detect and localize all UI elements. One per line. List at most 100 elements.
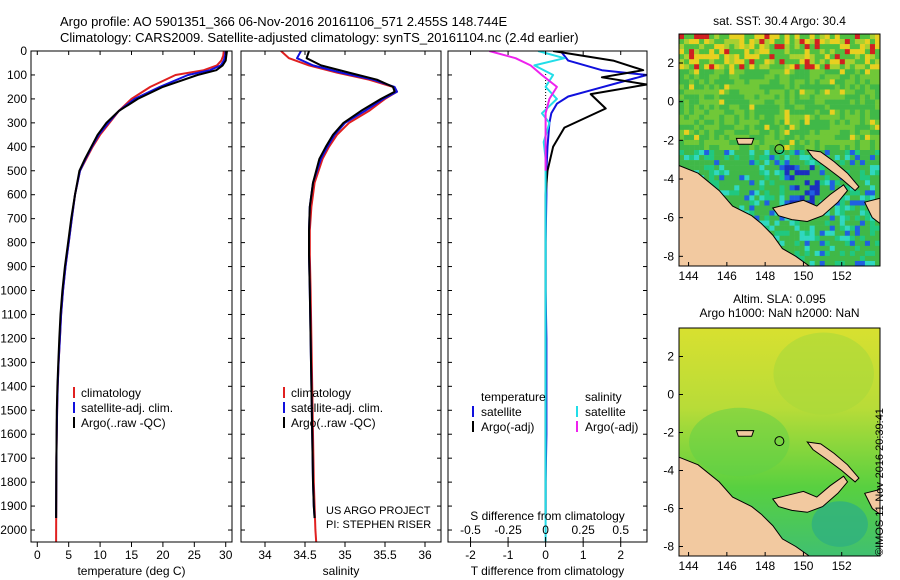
sst-cell [759, 39, 765, 45]
sst-cell [809, 44, 815, 50]
land-manus [735, 430, 755, 437]
sst-cell [774, 230, 780, 237]
sst-cell [824, 185, 831, 191]
sst-cell [804, 94, 810, 100]
sst-cell [714, 119, 720, 126]
sst-cell [829, 34, 836, 40]
sst-cell [744, 114, 750, 121]
sst-cell [844, 240, 851, 247]
sst-cell [794, 165, 800, 171]
sst-cell [859, 235, 866, 242]
sst-cell [854, 139, 861, 146]
x-tick-label: 25 [188, 548, 202, 562]
sst-cell [759, 165, 765, 171]
sst-cell [779, 74, 785, 80]
sst-cell [829, 69, 836, 75]
sst-cell [844, 205, 851, 211]
sst-cell [874, 175, 881, 181]
sst-cell [794, 180, 800, 186]
sst-cell [774, 225, 780, 231]
sst-cell [779, 180, 785, 186]
sst-cell [804, 195, 810, 201]
sst-cell [844, 210, 851, 216]
sst-cell [819, 240, 826, 247]
sst-cell [774, 220, 780, 226]
sst-cell [759, 210, 765, 216]
sst-cell [804, 54, 810, 60]
sst-cell [769, 44, 775, 50]
sst-cell [759, 195, 765, 201]
sst-cell [679, 144, 685, 151]
sst-cell [859, 139, 866, 146]
sst-cell [774, 180, 780, 186]
sst-cell [799, 49, 805, 55]
sst-cell [844, 160, 851, 166]
sst-cell [759, 160, 765, 166]
sst-cell [734, 155, 740, 161]
sst-cell [709, 144, 715, 151]
sst-cell [854, 220, 861, 226]
sst-cell [814, 134, 820, 141]
sst-cell [789, 64, 795, 70]
sst-cell [699, 144, 705, 151]
sst-cell [784, 144, 790, 151]
sst-cell [724, 180, 730, 186]
sst-cell [749, 205, 755, 211]
sst-cell [749, 200, 755, 206]
sst-cell [769, 39, 775, 45]
legend-title: temperature [481, 390, 546, 404]
sst-cell [719, 34, 725, 40]
sst-cell [864, 165, 871, 171]
sst-cell [759, 114, 765, 121]
sst-cell [744, 39, 750, 45]
sst-cell [789, 89, 795, 95]
sst-cell [824, 74, 831, 80]
sst-cell [684, 84, 690, 90]
sst-cell [804, 170, 810, 176]
sst-cell [734, 89, 740, 95]
sst-cell [764, 54, 770, 60]
sst-cell [859, 250, 866, 257]
sst-cell [829, 94, 836, 100]
sst-cell [779, 34, 785, 40]
sst-cell [734, 109, 740, 115]
sst-cell [789, 94, 795, 100]
sst-cell [754, 39, 760, 45]
sst-cell [834, 79, 841, 85]
sst-cell [684, 54, 690, 60]
series-line [544, 51, 647, 518]
sst-cell [804, 34, 810, 40]
sst-cell [849, 74, 856, 80]
sst-cell [689, 104, 695, 110]
sst-cell [834, 139, 841, 146]
sst-cell [699, 150, 705, 156]
sst-cell [799, 220, 805, 226]
sst-cell [699, 155, 705, 161]
sst-cell [844, 84, 851, 90]
sst-cell [854, 49, 861, 55]
sst-cell [839, 160, 846, 166]
sst-cell [819, 250, 826, 257]
sst-cell [734, 69, 740, 75]
sst-cell [849, 49, 856, 55]
sst-cell [809, 94, 815, 100]
sst-cell [839, 64, 846, 70]
x-tick-label: 10 [93, 548, 107, 562]
sst-cell [794, 250, 800, 257]
sst-cell [754, 215, 760, 221]
sst-cell [699, 64, 705, 70]
sst-cell [844, 255, 851, 262]
x-top-tick-label: 0.25 [571, 523, 595, 537]
x-tick-label: 35.5 [373, 548, 397, 562]
sst-cell [729, 99, 735, 105]
sst-cell [874, 195, 881, 201]
sst-cell [789, 34, 795, 40]
sst-cell [799, 119, 805, 126]
sst-cell [869, 230, 876, 237]
sst-cell [864, 64, 871, 70]
sst-cell [854, 230, 861, 237]
sst-cell [819, 49, 826, 55]
sst-cell [804, 155, 810, 161]
sst-cell [734, 74, 740, 80]
sst-cell [764, 150, 770, 156]
